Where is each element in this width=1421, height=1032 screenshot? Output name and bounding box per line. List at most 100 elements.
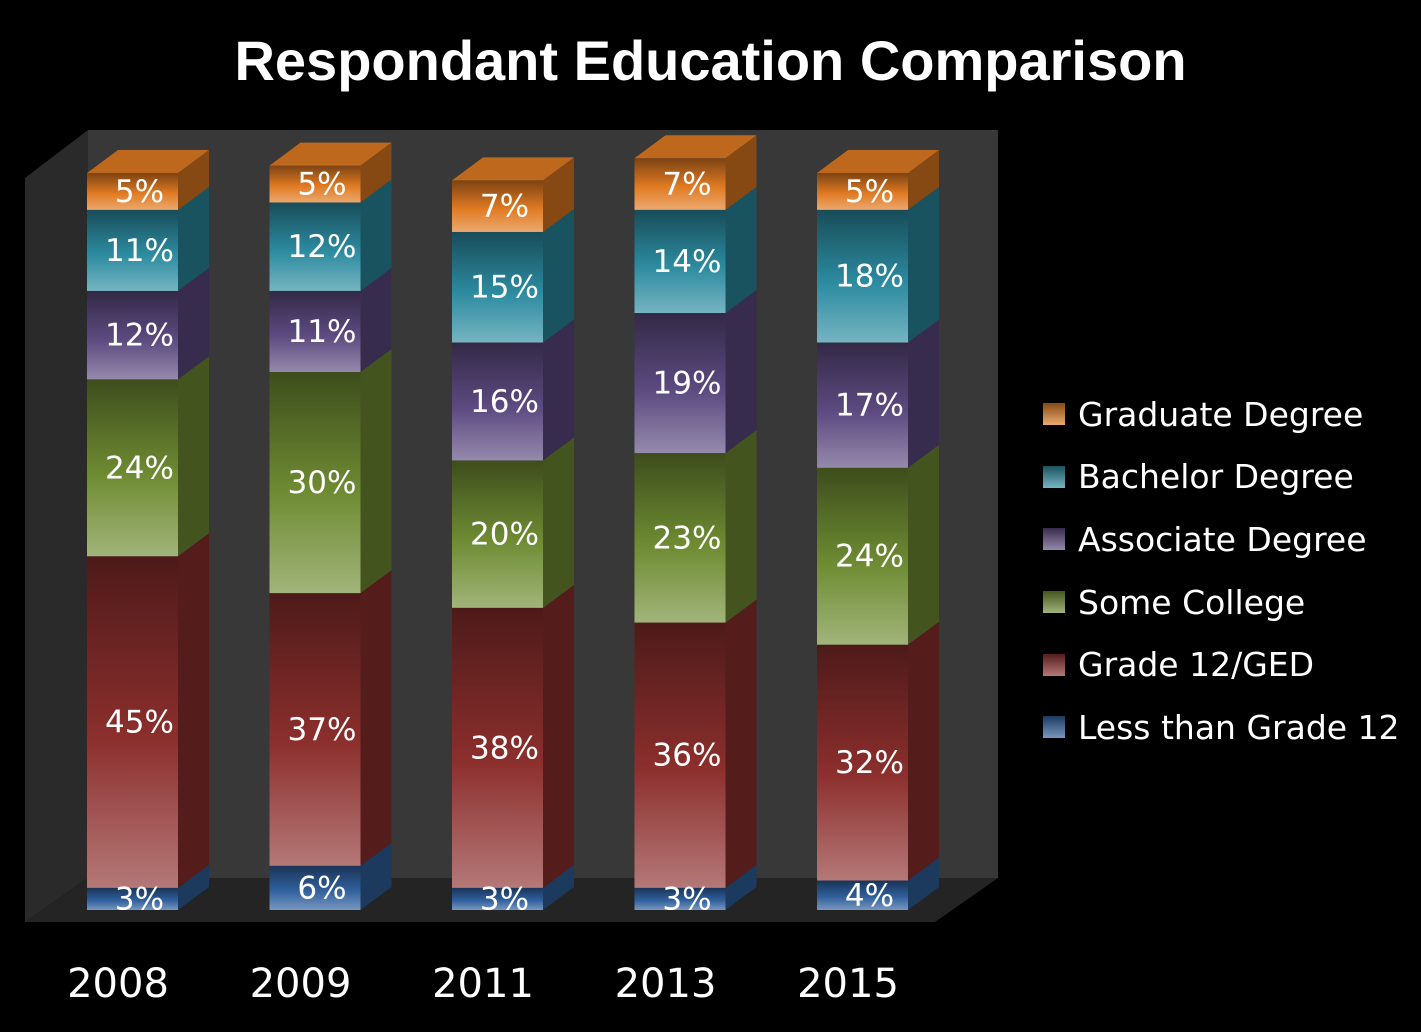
bar-2011-top — [452, 157, 574, 181]
data-label-2015-bachelor-degree: 18% — [835, 259, 904, 295]
bar-2009-less-than-grade-12-side — [360, 842, 392, 910]
data-label-2008-less-than-grade-12: 3% — [115, 881, 164, 917]
bar-2008-some-college-side — [178, 356, 209, 557]
chart-title: Respondant Education Comparison — [234, 29, 1187, 92]
data-label-2011-some-college: 20% — [470, 517, 539, 553]
legend: Graduate Degree Bachelor Degree Associate … — [1043, 383, 1400, 759]
legend-item-grade-12-ged: Grade 12/GED — [1043, 633, 1400, 696]
legend-swatch — [1043, 591, 1065, 614]
bar-2009-associate-degree — [269, 290, 361, 372]
bar-2009-bachelor-degree-side — [360, 179, 392, 291]
bar-2008-associate-degree-side — [178, 267, 209, 380]
bar-2013-associate-degree — [634, 313, 726, 454]
bar-2013-bachelor-degree — [634, 209, 726, 314]
x-tick-label-2009: 2009 — [250, 961, 352, 1007]
bar-2013-graduate-degree — [634, 158, 726, 210]
legend-label: Less than Grade 12 — [1078, 707, 1400, 747]
data-label-2009-some-college: 30% — [288, 465, 357, 501]
bar-2011-bachelor-degree — [452, 231, 543, 343]
x-tick-label-2013: 2013 — [615, 961, 717, 1007]
bar-2009-less-than-grade-12 — [269, 865, 361, 910]
data-label-2009-grade-12-ged: 37% — [288, 712, 357, 748]
bar-2015-bachelor-degree-side — [908, 186, 939, 343]
legend-swatch — [1043, 465, 1065, 488]
data-label-2015-graduate-degree: 5% — [845, 174, 894, 210]
bar-2009-associate-degree-side — [360, 267, 392, 372]
legend-swatch — [1043, 716, 1065, 739]
bar-2013-bachelor-degree-side — [725, 186, 757, 314]
bar-2013-less-than-grade-12 — [634, 887, 726, 910]
legend-item-less-than-grade-12: Less than Grade 12 — [1043, 696, 1400, 759]
bar-2009-grade-12-ged — [269, 593, 361, 866]
data-label-2015-some-college: 24% — [835, 539, 904, 575]
bar-2009-grade-12-ged-side — [360, 570, 392, 866]
bar-2011-less-than-grade-12-side — [543, 864, 574, 910]
legend-item-graduate-degree: Graduate Degree — [1043, 383, 1400, 446]
data-label-2008-some-college: 24% — [105, 450, 174, 486]
data-label-2011-grade-12-ged: 38% — [470, 730, 539, 766]
bar-2009-bachelor-degree — [269, 202, 361, 291]
data-label-2013-associate-degree: 19% — [653, 366, 722, 402]
data-label-2008-bachelor-degree: 11% — [105, 233, 174, 269]
data-label-2009-less-than-grade-12: 6% — [297, 870, 346, 906]
data-label-2008-graduate-degree: 5% — [115, 174, 164, 210]
x-tick-label-2008: 2008 — [67, 961, 169, 1007]
side-wall — [25, 130, 88, 922]
bar-2011-associate-degree — [452, 342, 543, 461]
bar-2008-less-than-grade-12-side — [178, 864, 209, 910]
bar-2013-graduate-degree-side — [725, 135, 757, 210]
legend-label: Bachelor Degree — [1078, 457, 1354, 497]
bar-2008-bachelor-degree-side — [178, 186, 209, 291]
data-label-2009-bachelor-degree: 12% — [288, 229, 357, 265]
bar-2015-bachelor-degree — [817, 209, 908, 343]
legend-swatch — [1043, 403, 1065, 426]
bar-2015-grade-12-ged-side — [908, 621, 939, 881]
bar-2008-graduate-degree — [87, 173, 178, 210]
bar-2015-associate-degree-side — [908, 319, 939, 468]
data-label-2008-associate-degree: 12% — [105, 318, 174, 354]
bar-2008-grade-12-ged-side — [178, 533, 209, 888]
data-label-2015-grade-12-ged: 32% — [835, 745, 904, 781]
legend-label: Associate Degree — [1078, 519, 1367, 559]
data-label-2009-graduate-degree: 5% — [297, 167, 346, 203]
bar-2015-graduate-degree-side — [908, 150, 939, 210]
data-label-2011-bachelor-degree: 15% — [470, 270, 539, 306]
bar-2009-some-college-side — [360, 348, 392, 594]
bar-2015-less-than-grade-12-side — [908, 857, 939, 910]
data-label-2008-grade-12-ged: 45% — [105, 705, 174, 741]
x-axis-ticks: 2008 2009 2011 2013 2015 — [67, 961, 899, 1007]
legend-label: Grade 12/GED — [1078, 645, 1315, 685]
bar-2015-some-college — [817, 467, 908, 645]
legend-swatch — [1043, 653, 1065, 676]
bar-2009-graduate-degree — [269, 165, 361, 203]
bar-2011-graduate-degree-side — [543, 157, 574, 232]
bar-2015-top — [817, 150, 939, 173]
bar-2011-some-college — [452, 460, 543, 608]
data-label-2009-associate-degree: 11% — [288, 314, 357, 350]
bar-2013-top — [634, 135, 757, 159]
data-label-2011-graduate-degree: 7% — [480, 189, 529, 225]
bar-2013-grade-12-ged — [634, 622, 726, 888]
bar-2011-grade-12-ged — [452, 607, 543, 888]
bar-2008-associate-degree — [87, 290, 178, 380]
bar-2008-grade-12-ged — [87, 556, 178, 888]
bar-2015-less-than-grade-12 — [817, 880, 908, 910]
data-label-2011-associate-degree: 16% — [470, 384, 539, 420]
x-tick-label-2015: 2015 — [797, 961, 899, 1007]
bar-2011-less-than-grade-12 — [452, 887, 543, 910]
bar-2013-some-college-side — [725, 430, 757, 623]
data-label-2011-less-than-grade-12: 3% — [480, 881, 529, 917]
bar-2013-grade-12-ged-side — [725, 599, 757, 888]
bar-2008-less-than-grade-12 — [87, 887, 178, 910]
bar-2009-graduate-degree-side — [360, 142, 392, 203]
data-labels-layer: 3% 45% 24% 12% 11% 5% 6% 37% 30% 11% 12% 5% 3% 38% 20%… — [105, 167, 904, 918]
bar-2013-less-than-grade-12-side — [725, 864, 757, 910]
bar-2011-some-college-side — [543, 437, 574, 608]
bar-2009-top — [269, 142, 392, 166]
bar-2015-graduate-degree — [817, 173, 908, 210]
bar-2008-some-college — [87, 379, 178, 557]
data-label-2013-grade-12-ged: 36% — [653, 738, 722, 774]
x-tick-label-2011: 2011 — [432, 961, 534, 1007]
bar-2013-some-college — [634, 453, 726, 623]
